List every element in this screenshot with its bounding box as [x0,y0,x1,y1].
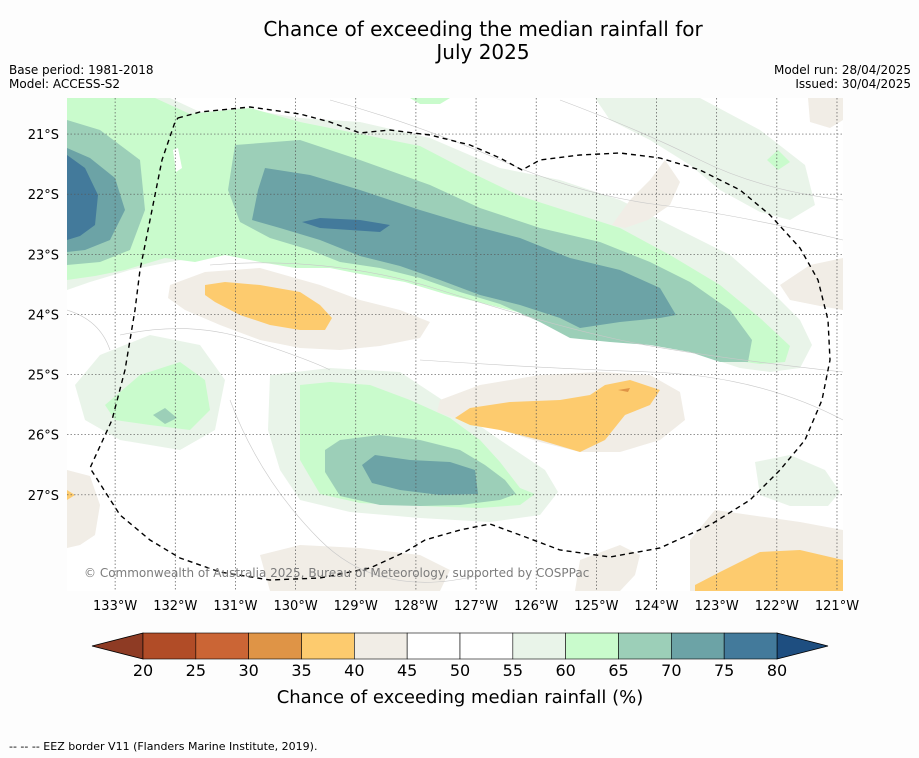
chart-title: Chance of exceeding the median rainfall … [0,18,919,64]
colorbar-segment [406,632,461,660]
colorbar-segment [354,632,408,660]
colorbar-segment [248,632,302,660]
gridlines [67,98,843,591]
colorbar-tick: 35 [291,661,311,680]
copyright-text: © Commonwealth of Australia 2025, Bureau… [84,566,589,580]
lat-label: 21°S [28,128,59,143]
lon-label: 125°W [574,599,618,614]
lon-label: 121°W [815,599,859,614]
title-line-1: Chance of exceeding the median rainfall … [263,17,703,41]
colorbar-tick: 20 [133,661,153,680]
contour-30-35 [618,388,630,392]
lon-label: 122°W [755,599,799,614]
lon-label: 132°W [153,599,197,614]
meta-left: Base period: 1981-2018 Model: ACCESS-S2 [9,63,154,91]
lon-label: 124°W [634,599,678,614]
latitude-labels: 21°S 22°S 23°S 24°S 25°S 26°S 27°S [28,128,59,504]
colorbar-segment [459,632,514,660]
lon-label: 133°W [93,599,137,614]
colorbar-segment [195,632,249,660]
colorbar-segment [671,632,725,660]
thin-contour-lines [67,99,843,583]
lat-label: 25°S [28,369,59,384]
model-run-text: Model run: 28/04/2025 [773,63,911,77]
lon-label: 130°W [274,599,318,614]
colorbar-tick: 60 [555,661,575,680]
colorbar-over-arrow [776,632,829,660]
lon-label: 129°W [334,599,378,614]
map-area [67,98,843,591]
lon-label: 131°W [213,599,257,614]
colorbar-tick: 40 [344,661,364,680]
lat-label: 22°S [28,188,59,203]
title-line-2: July 2025 [436,40,530,64]
contour-75-80 [67,155,390,240]
meta-right: Model run: 28/04/2025 Issued: 30/04/2025 [774,63,911,91]
colorbar-tick: 45 [397,661,417,680]
model-text: Model: ACCESS-S2 [9,77,121,91]
colorbar-segment [565,632,619,660]
longitude-labels: 133°W 132°W 131°W 130°W 129°W 128°W 127°W 126°W… [93,599,859,614]
colorbar-tick: 65 [608,661,628,680]
lon-label: 128°W [394,599,438,614]
colorbar-tick: 80 [767,661,787,680]
colorbar-label: Chance of exceeding median rainfall (%) [277,687,644,708]
lon-label: 126°W [514,599,558,614]
lat-label: 26°S [28,429,59,444]
colorbar-tick: 25 [186,661,206,680]
issued-text: Issued: 30/04/2025 [795,77,911,91]
eez-border [89,106,831,581]
colorbar-segment [512,632,566,660]
colorbar-tick-labels: 20 25 30 35 40 45 50 55 60 65 70 75 80 [133,661,787,680]
colorbar-segment [301,632,355,660]
colorbar-tick: 50 [450,661,470,680]
colorbar-tick: 75 [714,661,734,680]
lat-label: 27°S [28,489,59,504]
contour-35-40 [67,282,843,591]
colorbar-segment [723,632,778,660]
colorbar-tick: 70 [661,661,681,680]
colorbar-tick: 30 [238,661,258,680]
colorbar-segment [142,632,197,660]
lat-label: 23°S [28,248,59,263]
colorbar-under-arrow [91,632,144,660]
colorbar [91,632,829,660]
colorbar-segment [618,632,672,660]
eez-footnote: -- -- -- EEZ border V11 (Flanders Marine… [9,740,318,753]
colorbar-tick: 55 [503,661,523,680]
base-period-text: Base period: 1981-2018 [9,63,154,77]
lon-label: 127°W [454,599,498,614]
lon-label: 123°W [695,599,739,614]
lat-label: 24°S [28,308,59,323]
